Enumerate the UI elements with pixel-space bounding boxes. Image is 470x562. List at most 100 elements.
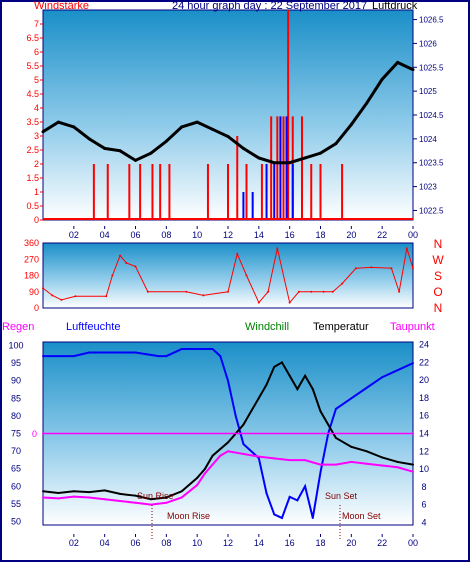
temperature-tick-4: 4 [421,517,426,527]
legend-temperatur: Temperatur [313,321,369,333]
temperature-tick-24: 24 [419,340,429,350]
wind-direction-point [105,295,108,298]
series-temperatur-point [211,454,214,457]
series-taupunkt-point [412,470,414,473]
series-taupunkt-point [88,496,91,499]
series-temperatur-point [381,456,384,459]
temperature-tick-20: 20 [419,375,429,385]
series-taupunkt-point [273,457,276,460]
wind-tick-4: 4 [34,103,39,113]
temperature-tick-22: 22 [419,357,429,367]
wind-direction-series [42,247,414,304]
series-luftfeuchte-point [134,351,137,354]
series-luftfeuchte-point [265,492,268,495]
series-temperatur-point [88,491,91,494]
pressure-point [118,149,122,153]
pressure-point [226,134,230,138]
direction-axis-ticks: 0 90 180 270 360 [24,238,39,313]
wind-direction-point [405,247,408,250]
series-taupunkt-point [203,472,206,475]
series-taupunkt-point [365,462,368,465]
pressure-tick-1026: 1026 [419,39,437,48]
series-taupunkt-point [304,459,307,462]
series-temperatur-point [288,374,291,377]
wind-direction-point [412,267,414,270]
pressure-tick-1023: 1023 [419,183,437,192]
wind-tick-5: 5 [34,75,39,85]
moon-set-label: Moon Set [342,511,381,521]
wind-direction-point [51,294,54,297]
temperature-tick-16: 16 [419,411,429,421]
series-luftfeuchte-point [219,355,222,358]
pressure-point [365,101,369,105]
series-taupunkt-point [257,455,260,458]
wind-direction-point [322,290,325,293]
series-temperatur-point [42,490,44,493]
series-luftfeuchte-point [311,516,314,519]
header-left-label: Windstärke [34,0,89,12]
direction-tick-270: 270 [24,254,39,264]
wind-tick-5.5: 5.5 [26,61,39,71]
pressure-tick-1024: 1024 [419,135,437,144]
series-temperatur-point [296,388,299,391]
series-temperatur-point [227,441,229,444]
p1-hour-14: 14 [254,230,264,240]
pressure-point [288,161,292,165]
series-taupunkt-point [350,460,353,463]
series-temperatur-point [327,423,330,426]
series-temperatur-point [119,492,122,495]
series-taupunkt-point [196,484,199,487]
panel3-hour-ticks: 02 04 06 08 10 12 14 16 18 20 22 00 [69,534,418,548]
regen-marker-label: 0 [32,429,37,439]
wind-tick-1: 1 [34,187,39,197]
series-temperatur-point [196,476,199,479]
legend-regen: Regen [2,321,34,333]
series-temperatur-point [257,396,260,399]
temperature-tick-18: 18 [419,393,429,403]
p1-hour-16: 16 [285,230,295,240]
direction-tick-90: 90 [29,287,39,297]
series-temperatur-point [319,410,322,413]
wind-direction-point [227,290,229,293]
pressure-point [303,156,307,160]
wind-direction-point [125,261,128,264]
wind-tick-2: 2 [34,159,39,169]
p3-hour-16: 16 [285,538,295,548]
p3-hour-18: 18 [315,538,325,548]
pressure-point [272,161,276,165]
wind-direction-point [310,290,313,293]
temperature-tick-6: 6 [421,500,426,510]
wind-direction-point [74,295,77,298]
pressure-point [349,123,353,127]
series-taupunkt-point [219,454,222,457]
wind-direction-point [42,287,44,290]
series-taupunkt-point [57,497,60,500]
wind-direction-point [236,252,239,255]
series-luftfeuchte-point [242,443,245,446]
p3-hour-20: 20 [346,538,356,548]
direction-label-N: N [434,237,443,251]
series-taupunkt-point [72,495,75,498]
wind-pressure-series [41,10,415,220]
series-taupunkt-point [288,459,291,462]
wind-tick-7: 7 [34,19,39,29]
wind-tick-2.5: 2.5 [26,145,39,155]
wind-tick-1.5: 1.5 [26,173,39,183]
wind-direction-point [60,298,63,301]
direction-label-W: W [432,253,444,267]
series-temperatur-point [396,460,399,463]
wind-tick-0: 0 [34,215,39,225]
series-temperatur-point [265,383,268,386]
pressure-point [380,77,384,81]
pressure-point [334,142,338,146]
series-luftfeuchte-point [227,379,229,382]
series-temperatur-point [334,436,337,439]
series-temperatur-point [273,365,276,368]
series-temperatur-point [311,388,314,391]
humidity-tick-50: 50 [11,516,21,526]
series-luftfeuchte-point [42,355,44,358]
moon-rise-label: Moon Rise [167,511,210,521]
series-luftfeuchte-point [396,369,399,372]
wind-tick-3: 3 [34,131,39,141]
humidity-tick-80: 80 [11,411,21,421]
